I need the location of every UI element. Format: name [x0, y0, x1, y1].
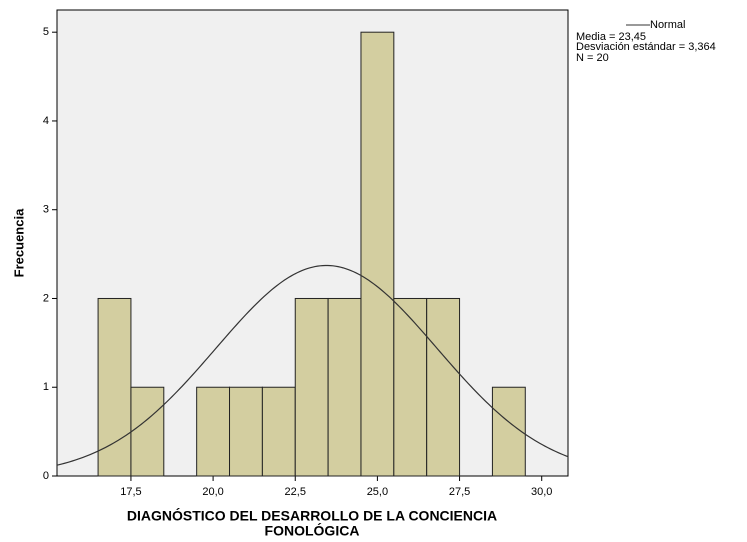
bar [229, 386, 263, 477]
y-tick-label: 2 [43, 292, 49, 304]
normal-curve [56, 264, 569, 466]
bar [491, 386, 526, 477]
x-tick-label: 17,5 [120, 486, 141, 498]
y-tick-label: 1 [43, 381, 49, 393]
bar [327, 297, 362, 477]
legend-stat: N = 20 [576, 52, 609, 64]
legend-label: Normal [650, 19, 685, 31]
legend-stat: Desviación estándar = 3,364 [576, 41, 716, 53]
x-tick-label: 30,0 [531, 486, 552, 498]
x-tick-label: 20,0 [202, 486, 223, 498]
x-tick-label: 22,5 [285, 486, 306, 498]
x-axis-label: FONOLÓGICA [265, 522, 360, 539]
y-tick-label: 3 [43, 204, 49, 216]
bar [97, 297, 132, 477]
x-tick-label: 25,0 [367, 486, 388, 498]
bar [360, 31, 395, 477]
bar [393, 297, 428, 477]
bar [196, 386, 231, 477]
bar [130, 386, 165, 477]
legend-stat: Media = 23,45 [576, 31, 646, 43]
y-axis-label: Frecuencia [11, 208, 26, 277]
y-tick-label: 5 [43, 26, 49, 38]
bar [426, 297, 461, 477]
y-tick-label: 0 [43, 470, 49, 482]
x-tick-label: 27,5 [449, 486, 470, 498]
y-tick-label: 4 [43, 115, 49, 127]
bar [261, 386, 296, 477]
bar [294, 297, 329, 477]
x-axis-label: DIAGNÓSTICO DEL DESARROLLO DE LA CONCIEN… [127, 507, 497, 524]
